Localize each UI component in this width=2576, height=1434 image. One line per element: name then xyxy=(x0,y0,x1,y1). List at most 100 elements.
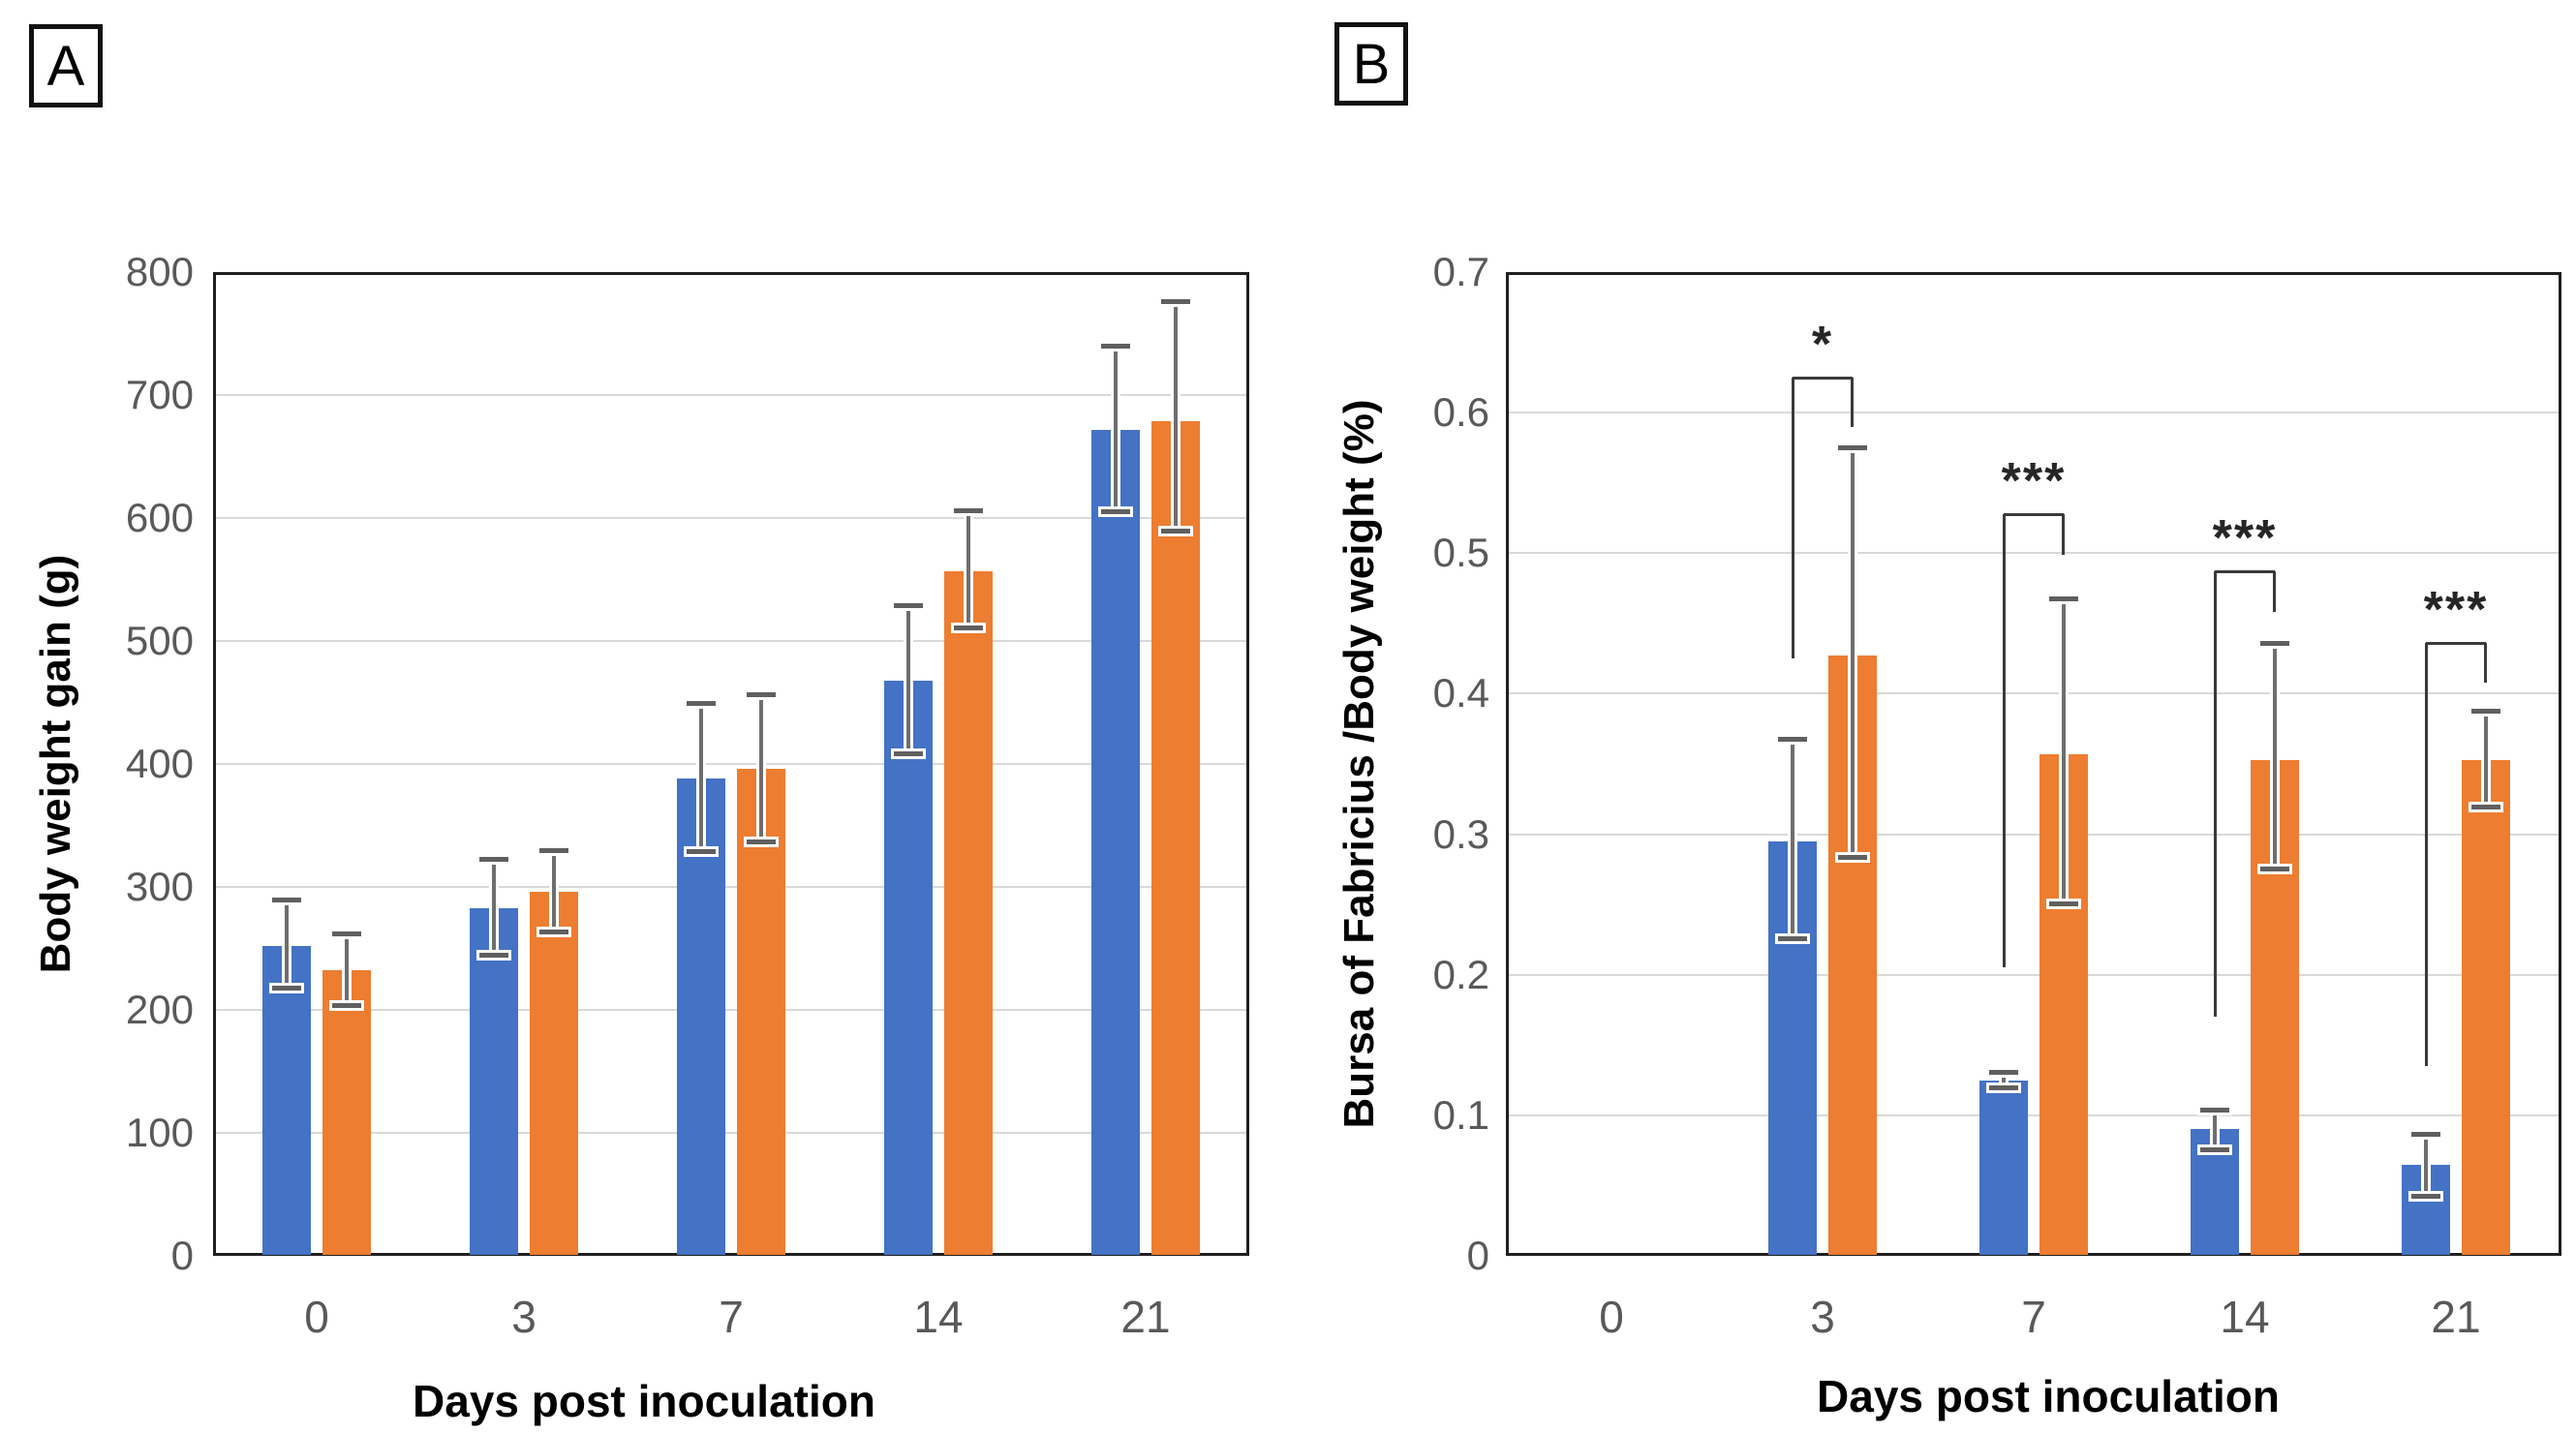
significance-bracket-right-arm xyxy=(2062,513,2065,555)
significance-label: *** xyxy=(2001,452,2067,509)
y-tick-label: 0.7 xyxy=(1432,249,1489,294)
significance-label: * xyxy=(1811,316,1834,373)
error-bar-orange-day-3 xyxy=(552,849,556,932)
error-bar-cap-bottom xyxy=(747,839,776,845)
bar-blue-day-21 xyxy=(1091,429,1140,1255)
error-bar-orange-day-21 xyxy=(2484,710,2488,808)
y-tick-label: 300 xyxy=(125,864,194,909)
x-tick-label: 21 xyxy=(1120,1292,1171,1342)
gridline xyxy=(213,640,1249,642)
significance-bracket-left-arm xyxy=(2003,513,2006,968)
error-bar-cap-top xyxy=(1989,1069,2018,1075)
gridline xyxy=(1506,833,2561,836)
error-bar-cap-top xyxy=(894,603,923,609)
y-tick-label: 100 xyxy=(125,1110,194,1155)
bar-orange-day-21 xyxy=(1151,420,1200,1255)
x-axis-title-b: Days post inoculation xyxy=(1817,1371,2280,1421)
error-bar-cap-top xyxy=(1101,344,1130,350)
significance-bracket-bar xyxy=(2004,512,2064,516)
error-bar-cap-bottom xyxy=(2411,1194,2440,1200)
error-bar-cap-top xyxy=(479,856,508,862)
error-bar-cap-bottom xyxy=(479,953,508,959)
bar-orange-day-3 xyxy=(530,892,578,1255)
significance-bracket-right-arm xyxy=(1851,377,1854,427)
y-tick-label: 0 xyxy=(1466,1233,1489,1278)
significance-bracket-bar xyxy=(2426,642,2486,646)
y-tick-label: 0.1 xyxy=(1432,1091,1489,1138)
error-bar-orange-day-0 xyxy=(345,933,349,1007)
y-tick-label: 0.3 xyxy=(1432,810,1489,857)
significance-bracket-left-arm xyxy=(2214,571,2217,1018)
error-bar-cap-bottom xyxy=(2049,901,2078,907)
significance-bracket-left-arm xyxy=(2425,643,2428,1067)
y-tick-label: 500 xyxy=(125,618,194,663)
error-bar-cap-bottom xyxy=(539,929,568,934)
bar-orange-day-0 xyxy=(322,970,371,1255)
significance-bracket-right-arm xyxy=(2484,643,2487,683)
gridline xyxy=(213,517,1249,519)
significance-bracket-bar xyxy=(2215,570,2275,574)
y-axis-title-b: Bursa of Fabricius /Body weight (%) xyxy=(1335,399,1383,1129)
error-bar-cap-top xyxy=(2260,641,2289,647)
x-tick-label: 0 xyxy=(304,1292,329,1342)
y-tick-label: 700 xyxy=(125,372,194,417)
y-tick-label: 0 xyxy=(170,1233,194,1278)
error-bar-cap-top xyxy=(1838,445,1867,451)
error-bar-cap-bottom xyxy=(687,849,716,855)
x-tick-label: 14 xyxy=(2220,1292,2270,1342)
panel-a-label: A xyxy=(46,34,85,98)
gridline xyxy=(213,1132,1249,1134)
error-bar-blue-day-7 xyxy=(699,702,703,853)
bar-blue-day-7 xyxy=(677,778,725,1255)
panel-a-label-box: A xyxy=(29,24,103,107)
bar-blue-day-3 xyxy=(470,907,518,1255)
y-tick-label: 0.4 xyxy=(1432,670,1489,717)
x-tick-label: 7 xyxy=(719,1292,744,1342)
y-tick-label: 0.5 xyxy=(1432,530,1489,576)
x-axis-title-a: Days post inoculation xyxy=(413,1376,875,1426)
gridline xyxy=(1506,692,2561,695)
gridline xyxy=(1506,1114,2561,1116)
error-bar-blue-day-21 xyxy=(2424,1133,2428,1198)
error-bar-cap-bottom xyxy=(1101,508,1130,514)
panel-b-label: B xyxy=(1352,32,1391,96)
error-bar-cap-top xyxy=(747,691,776,697)
error-bar-cap-bottom xyxy=(2200,1147,2229,1153)
error-bar-blue-day-0 xyxy=(285,899,289,990)
gridline xyxy=(213,394,1249,396)
y-tick-label: 200 xyxy=(125,987,194,1032)
error-bar-orange-day-14 xyxy=(2273,643,2277,870)
error-bar-cap-top xyxy=(2471,708,2500,714)
bar-orange-day-21 xyxy=(2462,759,2510,1255)
plot-frame xyxy=(213,272,1249,1256)
y-tick-label: 0.2 xyxy=(1432,951,1489,997)
significance-label: *** xyxy=(2212,510,2278,567)
error-bar-cap-top xyxy=(2200,1108,2229,1114)
error-bar-cap-bottom xyxy=(2260,866,2289,871)
x-tick-label: 14 xyxy=(913,1292,964,1342)
error-bar-orange-day-7 xyxy=(759,693,763,843)
bar-orange-day-7 xyxy=(737,769,785,1255)
error-bar-orange-day-14 xyxy=(966,510,970,629)
error-bar-blue-day-3 xyxy=(1791,738,1794,940)
error-bar-cap-top xyxy=(687,700,716,706)
x-tick-label: 3 xyxy=(1810,1292,1835,1342)
error-bar-cap-top xyxy=(2411,1131,2440,1137)
bar-blue-day-14 xyxy=(884,680,933,1255)
error-bar-cap-top xyxy=(954,508,983,514)
y-tick-label: 0.6 xyxy=(1432,389,1489,436)
error-bar-orange-day-7 xyxy=(2062,597,2066,905)
significance-bracket-left-arm xyxy=(1792,377,1794,659)
error-bar-blue-day-7 xyxy=(2002,1071,2006,1089)
y-tick-label: 600 xyxy=(125,495,194,540)
y-tick-label: 400 xyxy=(125,741,194,786)
error-bar-orange-day-3 xyxy=(1851,447,1855,859)
error-bar-cap-bottom xyxy=(1778,936,1807,942)
bar-orange-day-14 xyxy=(944,570,993,1255)
bar-blue-day-7 xyxy=(1979,1080,2028,1255)
x-tick-label: 21 xyxy=(2431,1292,2481,1342)
gridline xyxy=(1506,973,2561,976)
error-bar-blue-day-14 xyxy=(906,605,910,754)
error-bar-orange-day-21 xyxy=(1174,301,1178,532)
